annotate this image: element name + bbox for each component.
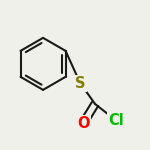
Text: Cl: Cl — [108, 113, 124, 128]
Text: S: S — [75, 76, 86, 91]
Text: O: O — [77, 116, 89, 131]
